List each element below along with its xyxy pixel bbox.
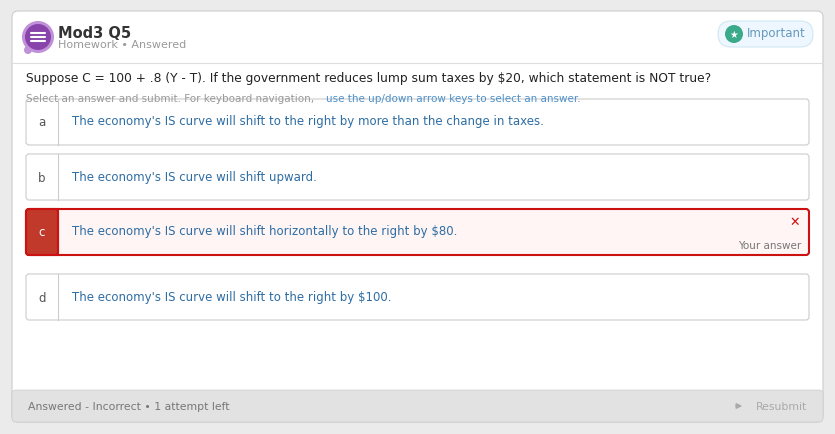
Text: Answered - Incorrect • 1 attempt left: Answered - Incorrect • 1 attempt left <box>28 401 230 411</box>
Text: b: b <box>38 171 46 184</box>
FancyBboxPatch shape <box>26 274 809 320</box>
Text: Suppose C = 100 + .8 (Y - T). If the government reduces lump sum taxes by $20, w: Suppose C = 100 + .8 (Y - T). If the gov… <box>26 72 711 85</box>
Text: Mod3 Q5: Mod3 Q5 <box>58 26 131 41</box>
FancyBboxPatch shape <box>718 22 813 48</box>
FancyBboxPatch shape <box>26 210 58 256</box>
Text: ★: ★ <box>730 30 738 40</box>
Text: Resubmit: Resubmit <box>756 401 807 411</box>
Circle shape <box>24 47 32 55</box>
FancyBboxPatch shape <box>26 100 809 146</box>
Text: Select an answer and submit. For keyboard navigation,: Select an answer and submit. For keyboar… <box>26 94 317 104</box>
Text: The economy's IS curve will shift horizontally to the right by $80.: The economy's IS curve will shift horizo… <box>72 225 458 238</box>
Text: The economy's IS curve will shift upward.: The economy's IS curve will shift upward… <box>72 170 316 183</box>
FancyBboxPatch shape <box>26 210 809 256</box>
FancyBboxPatch shape <box>26 155 809 201</box>
Circle shape <box>725 26 743 44</box>
Text: use the up/down arrow keys to select an answer.: use the up/down arrow keys to select an … <box>326 94 580 104</box>
Text: ✕: ✕ <box>790 215 800 228</box>
Text: The economy's IS curve will shift to the right by more than the change in taxes.: The economy's IS curve will shift to the… <box>72 115 544 128</box>
Circle shape <box>25 25 51 51</box>
Text: Homework • Answered: Homework • Answered <box>58 40 186 50</box>
Text: d: d <box>38 291 46 304</box>
Text: c: c <box>38 226 45 239</box>
Text: a: a <box>38 116 46 129</box>
Text: Important: Important <box>747 27 806 40</box>
Text: Your answer: Your answer <box>738 240 801 250</box>
Text: The economy's IS curve will shift to the right by $100.: The economy's IS curve will shift to the… <box>72 290 392 303</box>
FancyBboxPatch shape <box>12 390 823 422</box>
FancyBboxPatch shape <box>12 12 823 422</box>
Circle shape <box>22 22 54 54</box>
